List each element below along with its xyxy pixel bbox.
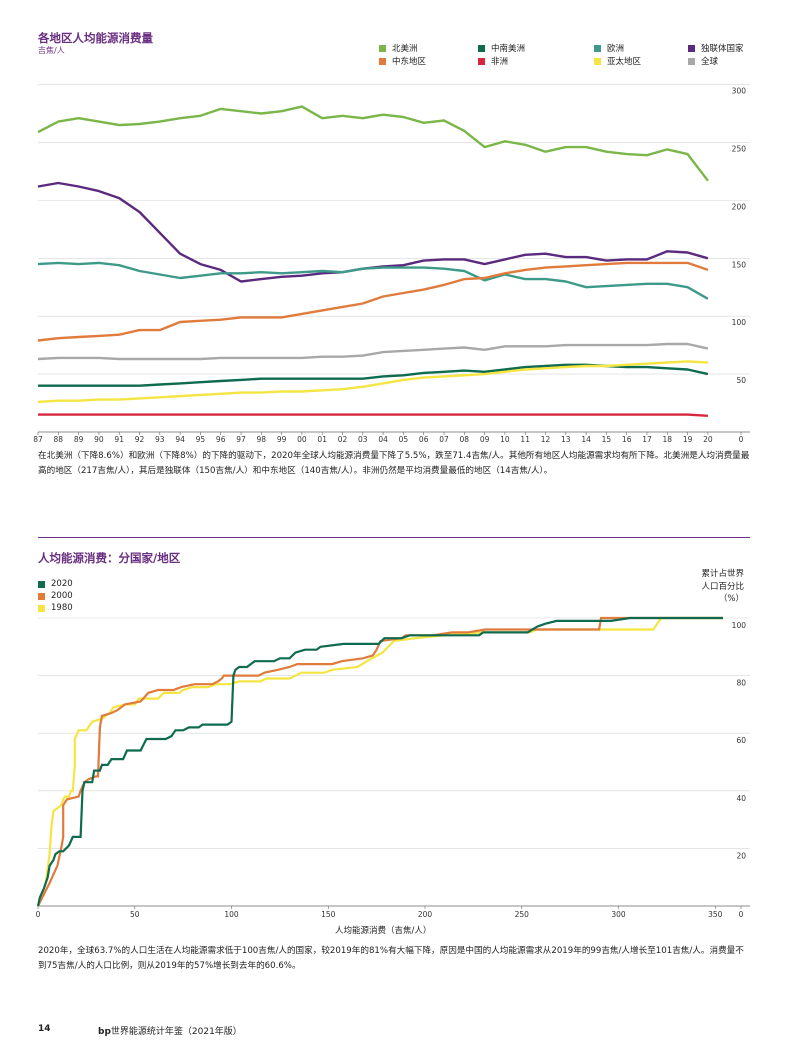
chart1-x-tick-label: 04 xyxy=(378,435,388,444)
chart1-line-series-2 xyxy=(37,261,709,300)
chart2-y-tick-label: 20 xyxy=(736,851,746,860)
chart1-x-tick-label: 95 xyxy=(196,435,206,444)
chart1-x-tick-label: 20 xyxy=(703,435,713,444)
chart1-x-tick-label: 96 xyxy=(216,435,226,444)
chart1-x-tick-label: 08 xyxy=(460,435,470,444)
legend-item-2020: 2020 xyxy=(38,579,73,589)
chart1-x-tick-label: 19 xyxy=(683,435,693,444)
legend-item-asia-pacific: 亚太地区 xyxy=(594,55,641,67)
legend-item-2000: 2000 xyxy=(38,591,73,601)
chart2-line-2000 xyxy=(37,616,723,907)
chart2-x-tick-label: 100 xyxy=(224,910,239,919)
chart1-x-tick-label: 13 xyxy=(561,435,571,444)
chart2-x-tick-label: 0 xyxy=(739,910,744,919)
chart1-line-series-3 xyxy=(37,261,709,342)
legend-item-world: 全球 xyxy=(688,55,718,67)
chart1-unit-label: 吉焦/人 xyxy=(38,46,65,55)
legend-item-1980: 1980 xyxy=(38,603,73,613)
chart1-x-tick-label: 18 xyxy=(663,435,673,444)
publication-title: bp世界能源统计年鉴（2021年版） xyxy=(98,1027,242,1037)
chart2-title: 人均能源消费：分国家/地区 xyxy=(38,551,181,565)
chart1-y-tick-label: 50 xyxy=(736,376,746,385)
chart1-x-tick-label: 91 xyxy=(114,435,124,444)
chart2-x-tick-label: 350 xyxy=(708,910,723,919)
page-number: 14 xyxy=(38,1024,51,1034)
chart2-y-tick-label: 40 xyxy=(736,794,746,803)
chart1-x-tick-label: 01 xyxy=(317,435,327,444)
legend-item-south-central-america: 中南美洲 xyxy=(478,42,525,54)
chart1-x-tick-label: 97 xyxy=(236,435,246,444)
chart1-y-tick-label: 300 xyxy=(732,87,747,96)
chart2-x-tick-label: 50 xyxy=(130,910,140,919)
legend-item-middle-east: 中东地区 xyxy=(379,55,426,67)
chart1-x-tick-label: 92 xyxy=(135,435,145,444)
chart2-x-axis-label: 人均能源消费（吉焦/人） xyxy=(335,926,432,936)
chart1-x-tick-label: 02 xyxy=(338,435,348,444)
chart1-x-tick-label: 09 xyxy=(480,435,490,444)
chart1-x-tick-label: 00 xyxy=(297,435,307,444)
chart2-y-tick-label: 80 xyxy=(736,679,746,688)
chart1-line-series-6 xyxy=(37,360,708,404)
chart2-x-tick-label: 250 xyxy=(515,910,530,919)
legend-item-cis: 独联体国家 xyxy=(688,42,744,54)
chart1-line-series-4 xyxy=(37,342,709,361)
chart1-x-tick-label: 12 xyxy=(541,435,551,444)
chart2-x-tick-label: 0 xyxy=(36,910,41,919)
chart1-plot: 87 88 89 90 91 92 93 94 95 96 97 98 99 00 01 02 03 04 05 06… xyxy=(33,84,750,444)
chart2-y-tick-label: 60 xyxy=(736,736,746,745)
legend-item-north-america: 北美洲 xyxy=(379,42,418,54)
chart1-x-tick-label: 17 xyxy=(642,435,652,444)
chart1-x-tick-label: 14 xyxy=(581,435,591,444)
chart2-x-tick-label: 300 xyxy=(611,910,626,919)
chart2-x-tick-label: 150 xyxy=(321,910,336,919)
chart1-x-tick-label: 06 xyxy=(419,435,429,444)
chart2-x-tick-label: 200 xyxy=(418,910,433,919)
chart1-title: 各地区人均能源消费量 xyxy=(38,31,153,45)
chart1-x-tick-label: 0 xyxy=(739,435,744,444)
chart1-x-tick-label: 90 xyxy=(94,435,104,444)
chart1-x-tick-label: 89 xyxy=(74,435,84,444)
chart1-line-series-7 xyxy=(38,413,708,417)
chart1-y-tick-label: 100 xyxy=(732,318,747,327)
chart1-x-tick-label: 16 xyxy=(622,435,632,444)
chart1-x-tick-label: 03 xyxy=(358,435,368,444)
chart1-x-tick-label: 15 xyxy=(602,435,612,444)
chart1-x-tick-label: 98 xyxy=(257,435,267,444)
chart2-y-axis-caption: 累计占世界 人口百分比 （%） xyxy=(701,569,744,604)
chart1-description: 在北美洲（下降8.6%）和欧洲（下降8%）的下降的驱动下，2020年全球人均能源… xyxy=(38,451,750,476)
chart1-y-tick-label: 200 xyxy=(732,202,747,211)
chart1-x-tick-label: 07 xyxy=(439,435,449,444)
chart2-plot: 0 50 100 150 200 250 300 350 0 100 80 60 40 20 xyxy=(36,616,750,919)
chart2-line-2020 xyxy=(36,616,723,907)
chart2-y-tick-label: 100 xyxy=(732,621,747,630)
chart1-line-series-0 xyxy=(37,105,709,182)
chart1-y-tick-label: 250 xyxy=(732,144,747,153)
chart2-line-1980 xyxy=(36,616,723,907)
chart1-x-tick-label: 11 xyxy=(520,435,530,444)
chart1-x-tick-label: 05 xyxy=(399,435,409,444)
chart1-x-tick-label: 93 xyxy=(155,435,165,444)
chart1-x-tick-label: 94 xyxy=(175,435,185,444)
section-divider xyxy=(38,537,750,538)
chart1-y-tick-label: 150 xyxy=(732,260,747,269)
chart1-x-tick-label: 99 xyxy=(277,435,287,444)
legend-item-europe: 欧洲 xyxy=(594,42,624,54)
chart2-description: 2020年，全球63.7%的人口生活在人均能源需求低于100吉焦/人的国家，较2… xyxy=(38,946,744,971)
chart1-x-tick-label: 88 xyxy=(54,435,64,444)
chart1-x-tick-label: 87 xyxy=(33,435,43,444)
chart1-x-tick-label: 10 xyxy=(500,435,510,444)
legend-item-africa: 非洲 xyxy=(478,55,508,67)
